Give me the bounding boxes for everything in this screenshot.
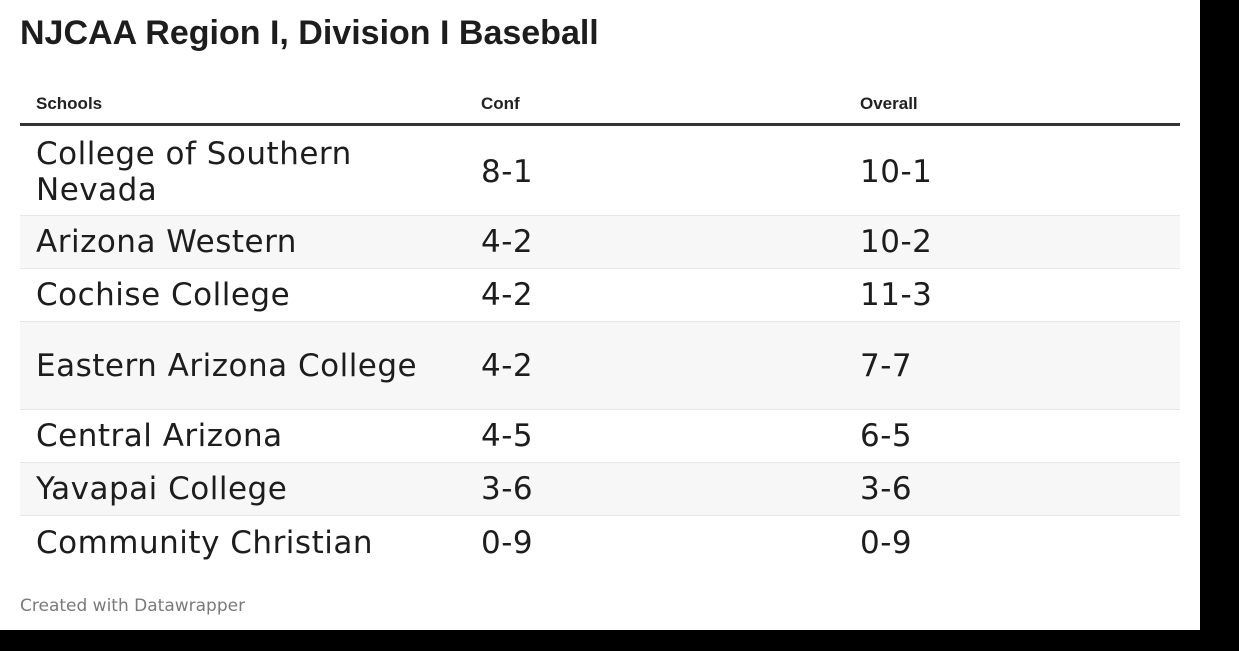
conf-cell: 8-1 — [481, 153, 534, 190]
overall-cell: 3-6 — [860, 471, 913, 507]
table-row: Yavapai College 3-6 3-6 — [20, 463, 1180, 516]
column-header-overall[interactable]: Overall — [860, 94, 918, 113]
overall-cell: 10-2 — [860, 224, 933, 260]
datawrapper-credit[interactable]: Created with Datawrapper — [20, 596, 246, 616]
table-row: Eastern Arizona College 4-2 7-7 — [20, 322, 1180, 410]
overall-cell: 11-3 — [860, 277, 933, 313]
table-header: Schools Conf Overall — [20, 88, 1180, 126]
school-cell: Community Christian — [36, 524, 373, 561]
conf-cell: 3-6 — [481, 471, 534, 507]
school-cell: Eastern Arizona College — [36, 347, 418, 384]
table-body: College of Southern Nevada 8-1 10-1 Ariz… — [20, 128, 1180, 569]
table-row: College of Southern Nevada 8-1 10-1 — [20, 128, 1180, 216]
conf-cell: 4-2 — [481, 277, 534, 313]
table-row: Community Christian 0-9 0-9 — [20, 516, 1180, 569]
table-row: Cochise College 4-2 11-3 — [20, 269, 1180, 322]
overall-cell: 0-9 — [860, 524, 913, 561]
school-cell: College of Southern Nevada — [36, 135, 352, 208]
school-cell: Cochise College — [36, 277, 291, 313]
conf-cell: 4-2 — [481, 347, 534, 384]
conf-cell: 4-2 — [481, 224, 534, 260]
overall-cell: 10-1 — [860, 153, 933, 190]
school-cell: Arizona Western — [36, 224, 297, 260]
school-cell: Yavapai College — [36, 471, 288, 507]
conf-cell: 4-5 — [481, 418, 534, 454]
overall-cell: 7-7 — [860, 347, 913, 384]
table-row: Arizona Western 4-2 10-2 — [20, 216, 1180, 269]
column-header-conf[interactable]: Conf — [481, 94, 520, 113]
conf-cell: 0-9 — [481, 524, 534, 561]
column-header-schools[interactable]: Schools — [36, 94, 103, 113]
overall-cell: 6-5 — [860, 418, 913, 454]
table-row: Central Arizona 4-5 6-5 — [20, 410, 1180, 463]
header-row: Schools Conf Overall — [20, 88, 1180, 126]
school-cell: Central Arizona — [36, 418, 283, 454]
chart-title: NJCAA Region I, Division I Baseball — [20, 14, 599, 52]
chart-card: NJCAA Region I, Division I Baseball Scho… — [0, 0, 1200, 630]
